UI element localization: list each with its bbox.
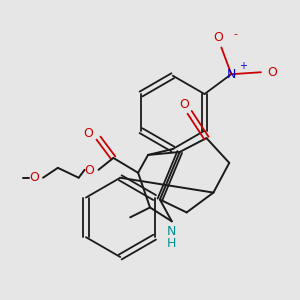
Text: N: N bbox=[226, 68, 236, 81]
Text: O: O bbox=[85, 164, 94, 177]
Text: -: - bbox=[233, 30, 237, 40]
Text: O: O bbox=[214, 31, 223, 44]
Text: N: N bbox=[167, 225, 176, 238]
Text: +: + bbox=[239, 61, 247, 71]
Text: O: O bbox=[180, 98, 190, 111]
Text: O: O bbox=[84, 127, 94, 140]
Text: O: O bbox=[267, 66, 277, 79]
Text: H: H bbox=[167, 237, 176, 250]
Text: O: O bbox=[29, 171, 39, 184]
